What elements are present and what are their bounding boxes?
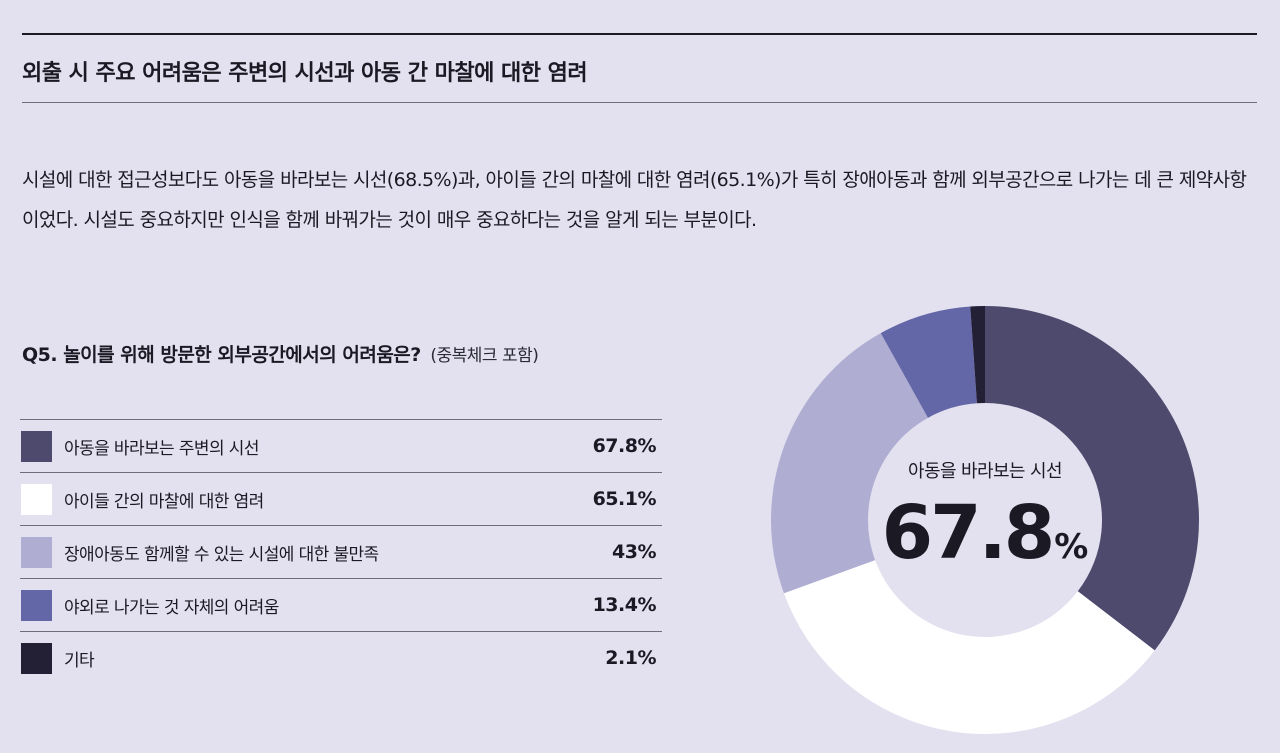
body-paragraph: 시설에 대한 접근성보다도 아동을 바라보는 시선(68.5%)과, 아이들 간… bbox=[22, 169, 1247, 231]
legend-value: 43% bbox=[612, 541, 656, 563]
legend-swatch bbox=[21, 589, 52, 621]
legend-swatch bbox=[21, 642, 52, 674]
heading-divider bbox=[22, 102, 1257, 103]
legend-label: 기타 bbox=[64, 650, 95, 671]
legend-swatch bbox=[21, 430, 52, 462]
legend-value: 13.4% bbox=[592, 594, 657, 616]
top-rule bbox=[22, 33, 1257, 35]
legend-value: 67.8% bbox=[592, 435, 657, 457]
legend-label: 아동을 바라보는 주변의 시선 bbox=[64, 438, 260, 459]
legend-label: 아이들 간의 마찰에 대한 염려 bbox=[64, 491, 264, 512]
question-main: Q5. 놀이를 위해 방문한 외부공간에서의 어려움은? bbox=[22, 344, 421, 366]
legend-value: 65.1% bbox=[592, 488, 657, 510]
legend-swatch bbox=[21, 536, 52, 568]
center-value: 67.8% bbox=[765, 490, 1205, 576]
center-number: 67.8 bbox=[881, 490, 1056, 576]
donut-slice bbox=[771, 333, 929, 594]
legend-label: 야외로 나가는 것 자체의 어려움 bbox=[64, 597, 279, 618]
legend-item: 아이들 간의 마찰에 대한 염려 65.1% bbox=[20, 473, 662, 526]
legend-item: 장애아동도 함께할 수 있는 시설에 대한 불만족 43% bbox=[20, 526, 662, 579]
legend-value: 2.1% bbox=[605, 647, 656, 669]
donut-slice bbox=[880, 306, 977, 418]
donut-chart: 아동을 바라보는 시선 67.8% bbox=[765, 300, 1205, 740]
legend-swatch bbox=[21, 483, 52, 515]
legend-item: 야외로 나가는 것 자체의 어려움 13.4% bbox=[20, 579, 662, 632]
donut-slice bbox=[985, 306, 1199, 651]
legend-label: 장애아동도 함께할 수 있는 시설에 대한 불만족 bbox=[64, 544, 379, 565]
question-title: Q5. 놀이를 위해 방문한 외부공간에서의 어려움은? (중복체크 포함) bbox=[22, 340, 539, 367]
donut-svg bbox=[771, 306, 1199, 734]
question-note: (중복체크 포함) bbox=[430, 346, 539, 366]
center-label: 아동을 바라보는 시선 bbox=[908, 461, 1062, 482]
donut-slice bbox=[783, 560, 1155, 734]
center-unit: % bbox=[1054, 527, 1089, 567]
donut-slice bbox=[970, 306, 985, 404]
chart-legend: 아동을 바라보는 주변의 시선 67.8% 아이들 간의 마찰에 대한 염려 6… bbox=[20, 419, 662, 684]
legend-item: 기타 2.1% bbox=[20, 632, 662, 684]
legend-item: 아동을 바라보는 주변의 시선 67.8% bbox=[20, 420, 662, 473]
section-heading: 외출 시 주요 어려움은 주변의 시선과 아동 간 마찰에 대한 염려 bbox=[22, 61, 588, 86]
